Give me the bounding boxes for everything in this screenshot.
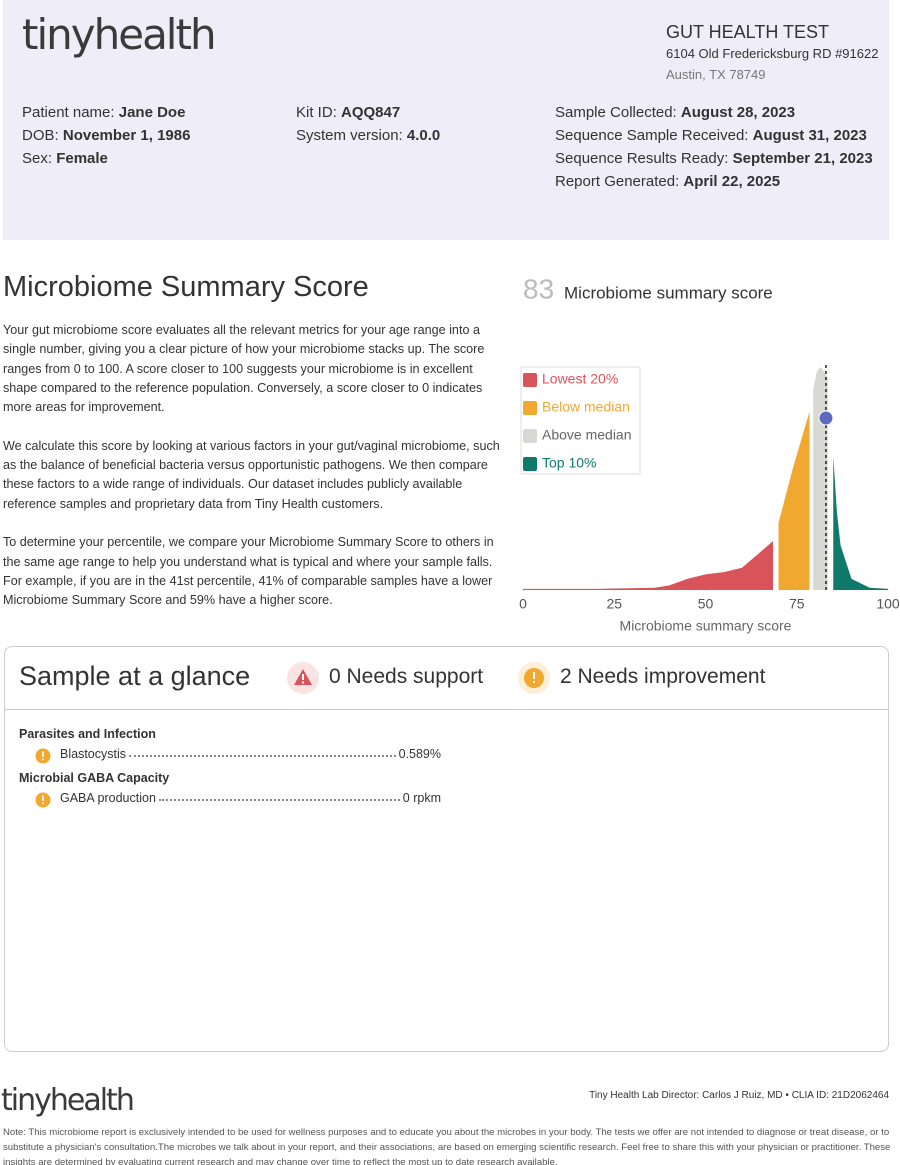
info-label: Kit ID:	[296, 104, 337, 121]
info-value: November 1, 1986	[62, 127, 191, 144]
glance-list: Parasites and Infection Blastocystis 0.589…	[5, 710, 888, 809]
score-chart: 83 Microbiome summary score 0 25 50 75 100 Micr…	[519, 273, 900, 634]
info-row: Sex: Female	[22, 147, 190, 170]
item-name: GABA production	[60, 791, 156, 805]
area	[523, 540, 774, 590]
info-row: Kit ID: AQQ847	[296, 101, 440, 124]
x-tick-label: 0	[519, 596, 527, 612]
info-value: September 21, 2023	[732, 150, 873, 167]
support-icon	[287, 662, 319, 694]
logo: tinyhealth	[22, 10, 217, 59]
info-value: Female	[56, 150, 108, 167]
legend-swatch	[523, 401, 537, 415]
info-value: AQQ847	[341, 104, 401, 121]
director: Tiny Health Lab Director: Carlos J Ruiz,…	[589, 1090, 889, 1101]
needs-improvement: 2 Needs improvement	[560, 665, 766, 688]
info-value: August 31, 2023	[752, 127, 867, 144]
legend-box	[520, 366, 641, 475]
chart-title: Microbiome summary score	[564, 283, 773, 302]
glance-header: Sample at a glance 0 Needs support 2 Nee…	[5, 647, 888, 710]
info-row: System version: 4.0.0	[296, 124, 440, 147]
info-row: Report Generated: April 22, 2025	[555, 170, 873, 193]
item-icon	[35, 748, 51, 764]
x-axis-label: Microbiome summary score	[620, 618, 792, 634]
info-row: Sequence Results Ready: September 21, 20…	[555, 147, 873, 170]
item-icon	[35, 792, 51, 808]
area	[833, 456, 888, 590]
item-name: Blastocystis	[60, 747, 126, 761]
info-row: Sequence Sample Received: August 31, 202…	[555, 124, 873, 147]
score-dot	[818, 410, 834, 426]
area	[778, 411, 810, 590]
info-value: Jane Doe	[118, 104, 186, 121]
info-label: Sample Collected:	[555, 104, 677, 121]
footer-logo: tinyhealth	[1, 1083, 135, 1118]
item-row: GABA production 0 rpkm	[19, 791, 888, 809]
legend-label: Above median	[542, 427, 632, 443]
info-column: Patient name: Jane Doe DOB: November 1, 1…	[22, 101, 190, 170]
x-tick-label: 100	[876, 596, 900, 612]
x-tick-label: 50	[698, 596, 714, 612]
improvement-icon	[518, 662, 550, 694]
info-row: Patient name: Jane Doe	[22, 101, 190, 124]
leader	[129, 755, 396, 757]
info-label: Report Generated:	[555, 173, 680, 190]
needs-support: 0 Needs support	[329, 665, 484, 688]
x-tick-label: 25	[606, 596, 622, 612]
glance-title: Sample at a glance	[19, 661, 251, 691]
description: Your gut microbiome score evaluates all …	[3, 321, 505, 630]
info-label: DOB:	[22, 127, 59, 144]
item-value: 0 rpkm	[402, 791, 441, 805]
info-value: April 22, 2025	[683, 173, 781, 190]
leader	[158, 799, 400, 801]
legend-label: Top 10%	[542, 455, 596, 471]
info-label: Sequence Results Ready:	[555, 150, 729, 167]
glance-card: Sample at a glance 0 Needs support 2 Nee…	[4, 646, 889, 1052]
legend-label: Lowest 20%	[542, 371, 618, 387]
x-tick-label: 75	[789, 596, 805, 612]
address: 6104 Old Fredericksburg RD #91622	[666, 46, 879, 61]
header: tinyhealth GUT HEALTH TEST 6104 Old Fred…	[3, 0, 889, 240]
section-title: Microbiome Summary Score	[3, 271, 369, 303]
info-label: Patient name:	[22, 104, 115, 121]
legend-swatch	[523, 429, 537, 443]
info-column: Kit ID: AQQ847 System version: 4.0.0	[296, 101, 440, 147]
info-row: Sample Collected: August 28, 2023	[555, 101, 873, 124]
score: 83	[523, 273, 554, 304]
paragraph: We calculate this score by looking at va…	[3, 438, 500, 511]
info-value: 4.0.0	[406, 127, 441, 144]
info-row: DOB: November 1, 1986	[22, 124, 190, 147]
item-value: 0.589%	[398, 747, 441, 761]
info-label: System version:	[296, 127, 403, 144]
paragraph: Your gut microbiome score evaluates all …	[3, 323, 485, 415]
info-label: Sequence Sample Received:	[555, 127, 749, 144]
group-title: Microbial GABA Capacity	[19, 771, 170, 785]
area	[813, 367, 828, 590]
footer-note: Note: This microbiome report is exclusiv…	[3, 1127, 891, 1165]
legend-swatch	[523, 457, 537, 471]
paragraph: To determine your percentile, we compare…	[3, 535, 494, 608]
address: Austin, TX 78749	[666, 67, 766, 82]
legend-swatch	[523, 373, 537, 387]
group-title: Parasites and Infection	[19, 727, 156, 741]
item: GABA production 0 rpkm	[60, 791, 441, 805]
item-row: Blastocystis 0.589%	[19, 747, 888, 765]
info-column: Sample Collected: August 28, 2023 Sequenc…	[555, 101, 873, 193]
info-value: August 28, 2023	[680, 104, 796, 121]
legend-label: Below median	[542, 399, 630, 415]
info-label: Sex:	[22, 150, 53, 167]
item: Blastocystis 0.589%	[60, 747, 441, 761]
test-title: GUT HEALTH TEST	[666, 22, 830, 42]
